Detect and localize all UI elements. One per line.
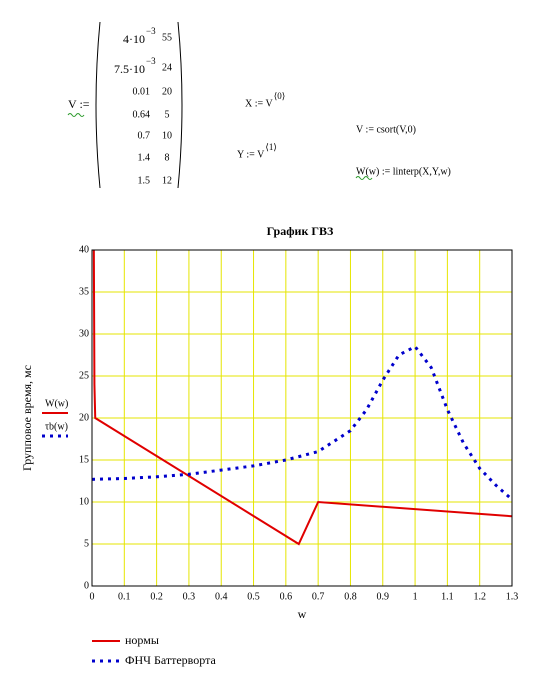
x-tick-label: 0.3 <box>183 591 196 602</box>
chart-title: График ГВЗ <box>267 224 334 238</box>
matrix-exponent: −3 <box>146 56 156 66</box>
formula: V := csort(V,0) <box>356 124 416 135</box>
x-tick-label: 0 <box>90 591 95 602</box>
x-tick-label: 0.6 <box>280 591 293 602</box>
matrix-cell: 1.4 <box>138 152 151 163</box>
x-axis-label: w <box>298 607 307 621</box>
matrix-cell: 5 <box>165 109 170 120</box>
series-line <box>92 344 512 501</box>
y-tick-label: 0 <box>84 580 89 591</box>
formula-superscript: ⟨0⟩ <box>274 91 286 101</box>
bracket <box>177 21 183 189</box>
matrix-exponent: −3 <box>146 26 156 36</box>
x-tick-label: 0.2 <box>150 591 163 602</box>
formula: Y := V <box>237 149 265 160</box>
formula: X := V <box>245 98 273 109</box>
y-tick-label: 35 <box>79 286 89 297</box>
x-tick-label: 0.5 <box>247 591 260 602</box>
matrix-cell: 7.5·10 <box>114 62 145 76</box>
x-tick-label: 1.1 <box>441 591 454 602</box>
x-tick-label: 0.4 <box>215 591 228 602</box>
matrix-cell: 4·10 <box>123 32 145 46</box>
y-tick-label: 30 <box>79 328 89 339</box>
matrix-cell: 55 <box>162 32 172 43</box>
spell-underline <box>67 113 85 117</box>
legend-label: ФНЧ Баттерворта <box>125 653 216 667</box>
formula-superscript: ⟨1⟩ <box>265 142 277 152</box>
x-tick-label: 0.9 <box>377 591 390 602</box>
matrix-cell: 1.5 <box>138 175 151 186</box>
x-tick-label: 1.2 <box>473 591 486 602</box>
y-tick-label: 20 <box>79 412 89 423</box>
matrix-cell: 0.7 <box>138 130 151 141</box>
matrix-cell: 8 <box>165 152 170 163</box>
y-tick-label: 10 <box>79 496 89 507</box>
axis-series-label: W(w) <box>45 398 68 409</box>
bracket <box>95 21 101 189</box>
matrix-name: V := <box>68 97 90 111</box>
y-axis-label: Групповое время, мс <box>20 365 34 471</box>
formula: W(w) := linterp(X,Y,w) <box>356 166 451 177</box>
matrix-cell: 0.64 <box>133 109 151 120</box>
x-tick-label: 1 <box>413 591 418 602</box>
x-tick-label: 0.1 <box>118 591 131 602</box>
y-tick-label: 25 <box>79 370 89 381</box>
y-tick-label: 5 <box>84 538 89 549</box>
matrix-cell: 0.01 <box>133 86 151 97</box>
matrix-cell: 12 <box>162 175 172 186</box>
legend-label: нормы <box>125 633 159 647</box>
spell-underline <box>355 176 373 180</box>
x-tick-label: 0.8 <box>344 591 357 602</box>
axis-series-label: τb(w) <box>45 421 68 432</box>
plot-border <box>91 249 513 587</box>
x-tick-label: 1.3 <box>506 591 519 602</box>
y-tick-label: 40 <box>79 244 89 255</box>
matrix-cell: 10 <box>162 130 172 141</box>
matrix-cell: 24 <box>162 62 172 73</box>
series-line <box>92 250 512 546</box>
y-tick-label: 15 <box>79 454 89 465</box>
x-tick-label: 0.7 <box>312 591 325 602</box>
matrix-cell: 20 <box>162 86 172 97</box>
